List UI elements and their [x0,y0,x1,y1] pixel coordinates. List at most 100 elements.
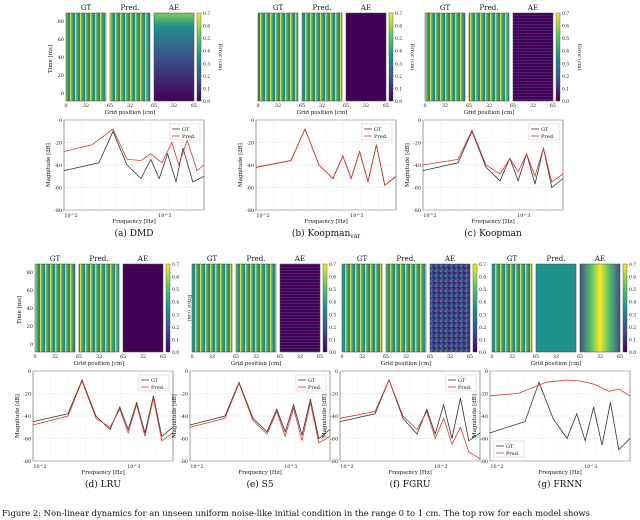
colorbar-tick: 0.0 [479,350,486,356]
colorbar-tick: 0.0 [172,350,179,356]
heatmap-pred [468,12,510,102]
grid-tick: 65 [277,354,283,360]
colorbar [322,263,328,353]
grid-tick: 32 [447,354,453,360]
heatmap-title-gt: GT [440,4,451,12]
colorbar-tick: 0.4 [562,49,569,55]
grid-tick: 65 [466,103,472,109]
frequency-tick: 10^2 [64,212,77,219]
colorbar-tick: 0.7 [479,262,486,268]
grid-axis-label: Grid position [cm] [531,361,582,367]
heatmap-title-pred: Pred. [313,4,332,12]
colorbar-tick: 0.2 [329,325,336,331]
colorbar-tick: 0.6 [203,24,210,30]
heatmap-title-ae: AE [137,255,148,263]
colorbar-tick: 0.0 [562,99,569,105]
frequency-tick: 10^2 [256,212,269,219]
colorbar-tick: 0.1 [395,86,402,92]
colorbar-tick: 0.2 [203,74,210,80]
magnitude-tick: -20 [54,141,62,147]
magnitude-tick: -60 [23,437,31,443]
colorbar-tick: 0.1 [479,337,486,343]
colorbar-tick: 0.7 [172,262,179,268]
frequency-tick: 10^2 [340,463,353,470]
grid-tick: 0 [490,354,493,360]
frequency-axis-label: Frequency [Hz] [112,219,155,225]
subfigure-label: (g) FRNN [538,479,583,490]
frequency-tick: 10^3 [350,212,363,219]
legend-label-gt: GT [541,127,549,133]
heatmap-title-gt: GT [273,4,284,12]
colorbar [622,263,628,353]
colorbar-tick: 0.2 [395,74,402,80]
heatmap-title-gt: GT [50,255,61,263]
grid-tick: 65 [533,354,539,360]
grid-tick: 65 [383,103,389,109]
heatmap-ae [153,12,195,102]
heatmap-gt [257,12,299,102]
colorbar-tick: 0.3 [479,312,486,318]
frequency-tick: 10^3 [434,463,447,470]
heatmap-title-pred: Pred. [547,255,566,263]
series-line-pred [255,127,397,187]
heatmap-title-ae: AE [594,255,605,263]
magnitude-tick: 0 [485,369,488,375]
colorbar-tick: 0.7 [329,262,336,268]
legend-label-pred: Pred. [506,451,520,457]
colorbar-tick: 0.4 [629,300,636,306]
heatmap-gt [191,263,233,353]
frequency-axis-label: Frequency [Hz] [81,470,124,476]
heatmap-title-gt: GT [357,255,368,263]
magnitude-tick: -80 [180,459,188,465]
frequency-axis-label: Frequency [Hz] [304,219,347,225]
colorbar-tick: 0.3 [562,61,569,67]
colorbar-tick: 0.2 [562,74,569,80]
grid-tick: 65 [160,354,166,360]
grid-tick: 32 [297,354,303,360]
time-tick: 20 [58,73,64,79]
colorbar-tick: 0.6 [562,24,569,30]
grid-tick: 32 [403,354,409,360]
colorbar-tick: 0.4 [329,300,336,306]
grid-tick: 65 [343,103,349,109]
frequency-tick: 10^3 [284,463,297,470]
magnitude-tick: -60 [180,437,188,443]
heatmap-ae [579,263,621,353]
subfigure-label: (e) S5 [246,479,273,490]
colorbar-tick: 0.1 [629,337,636,343]
grid-tick: 65 [467,354,473,360]
grid-tick: 32 [553,354,559,360]
series-line-pred [422,129,564,183]
subfigure-label: (f) FGRU [389,479,430,490]
heatmap-ae [345,12,387,102]
grid-axis-label: Grid position [cm] [464,110,515,116]
magnitude-axis-label: Magnitude [dB] [322,394,328,438]
heatmap-title-pred: Pred. [90,255,109,263]
magnitude-tick: -20 [480,392,488,398]
series-line-gt [489,381,631,451]
heatmap-ae [279,263,321,353]
frequency-axis-label: Frequency [Hz] [471,219,514,225]
grid-tick: 65 [383,354,389,360]
magnitude-tick: -80 [413,208,421,214]
magnitude-tick: 0 [28,369,31,375]
heatmap-title-gt: GT [207,255,218,263]
legend-label-pred: Pred. [308,385,322,391]
grid-axis-label: Grid position [cm] [74,361,125,367]
grid-tick: 32 [597,354,603,360]
colorbar-tick: 0.5 [329,287,336,293]
grid-tick: 32 [83,103,89,109]
magnitude-tick: -60 [480,437,488,443]
grid-tick: 65 [120,354,126,360]
colorbar-tick: 0.1 [562,86,569,92]
grid-tick: 32 [96,354,102,360]
magnitude-tick: -20 [246,141,254,147]
frequency-tick: 10^2 [490,463,503,470]
series-line-gt [189,381,331,440]
grid-tick: 65 [76,354,82,360]
colorbar-tick: 0.0 [329,350,336,356]
colorbar-tick: 0.3 [395,61,402,67]
grid-axis-label: Grid position [cm] [231,361,282,367]
